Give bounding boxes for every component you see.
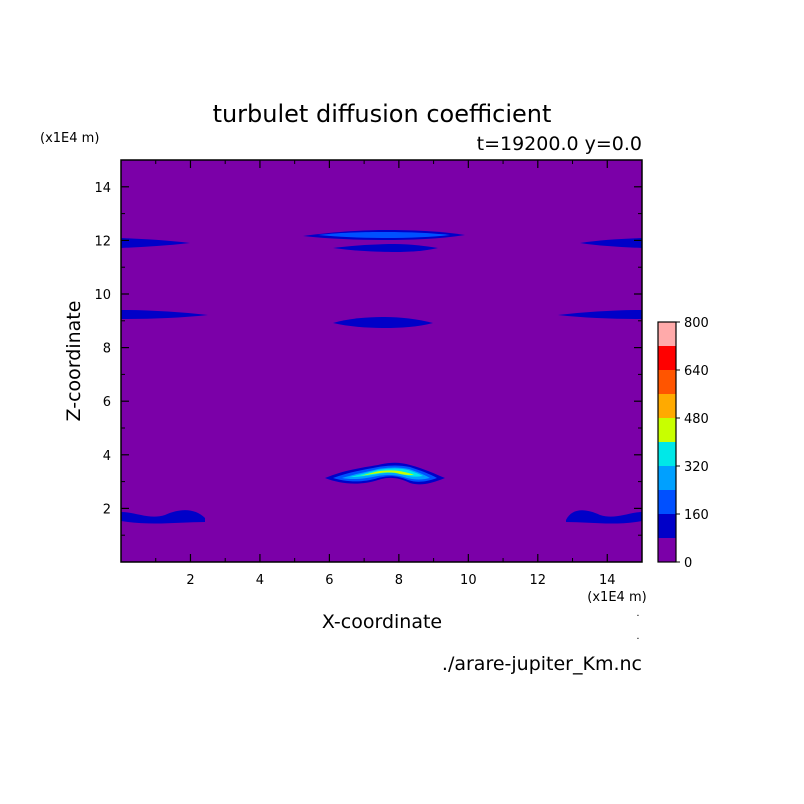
colorbar-segment bbox=[658, 514, 676, 538]
colorbar-frame bbox=[657, 321, 677, 563]
feature-right-lower bbox=[566, 510, 642, 524]
feature-left-lower bbox=[121, 510, 205, 524]
x-tick-label: 12 bbox=[530, 573, 547, 588]
y-tick-label: 4 bbox=[103, 449, 111, 464]
chart-subtitle: t=19200.0 y=0.0 bbox=[477, 133, 642, 155]
x-tick-label: 6 bbox=[325, 573, 333, 588]
y-unit-label: (x1E4 m) bbox=[40, 131, 99, 146]
y-tick-label: 12 bbox=[94, 234, 111, 249]
colorbar-tick-label: 0 bbox=[684, 556, 692, 571]
colorbar-segment bbox=[658, 538, 676, 562]
chart-title: turbulet diffusion coefficient bbox=[213, 100, 552, 128]
feature-right-mid bbox=[558, 310, 642, 319]
feature-center-arch-core bbox=[350, 468, 423, 477]
marker-dot: · bbox=[636, 611, 639, 622]
feature-center-upper-low bbox=[333, 244, 438, 252]
colorbar-segment bbox=[658, 346, 676, 370]
feature-right-upper bbox=[580, 238, 642, 248]
y-tick-label: 14 bbox=[94, 181, 111, 196]
x-unit-label: (x1E4 m) bbox=[587, 590, 646, 605]
y-tick-label: 6 bbox=[103, 395, 111, 410]
y-tick-label: 10 bbox=[94, 288, 111, 303]
x-tick-label: 10 bbox=[460, 573, 477, 588]
colorbar-tick-label: 160 bbox=[684, 508, 709, 523]
plot-background bbox=[121, 160, 642, 562]
x-tick-label: 4 bbox=[256, 573, 264, 588]
x-axis-ticks: 2 4 6 8 10 12 14 bbox=[155, 160, 616, 588]
colorbar-segment bbox=[658, 370, 676, 394]
x-axis-label: X-coordinate bbox=[322, 611, 442, 633]
colorbar-segment bbox=[658, 394, 676, 418]
colorbar-tick-label: 800 bbox=[684, 316, 709, 331]
feature-center-arch-peak bbox=[360, 470, 414, 476]
source-file: ./arare-jupiter_Km.nc bbox=[442, 653, 642, 675]
x-tick-label: 8 bbox=[395, 573, 403, 588]
colorbar: 0 160 320 480 640 800 bbox=[657, 316, 709, 571]
marker-dot: · bbox=[636, 634, 639, 645]
colorbar-segment bbox=[658, 442, 676, 466]
colorbar-segment bbox=[658, 490, 676, 514]
x-tick-label: 14 bbox=[599, 573, 616, 588]
colorbar-tick-label: 480 bbox=[684, 412, 709, 427]
feature-center-mid bbox=[333, 317, 433, 328]
colorbar-tick-label: 320 bbox=[684, 460, 709, 475]
y-axis-ticks: 2 4 6 8 10 12 14 bbox=[94, 181, 642, 536]
feature-left-mid bbox=[121, 310, 208, 319]
contour-features bbox=[121, 230, 642, 524]
feature-left-upper bbox=[121, 238, 190, 248]
colorbar-segment bbox=[658, 466, 676, 490]
y-tick-label: 8 bbox=[103, 342, 111, 357]
y-tick-label: 2 bbox=[103, 502, 111, 517]
colorbar-segment bbox=[658, 418, 676, 442]
colorbar-segment bbox=[658, 322, 676, 346]
plot-frame bbox=[120, 159, 643, 563]
x-tick-label: 2 bbox=[186, 573, 194, 588]
colorbar-tick-label: 640 bbox=[684, 364, 709, 379]
feature-center-top-inner bbox=[318, 232, 450, 238]
y-axis-label: Z-coordinate bbox=[63, 301, 85, 422]
